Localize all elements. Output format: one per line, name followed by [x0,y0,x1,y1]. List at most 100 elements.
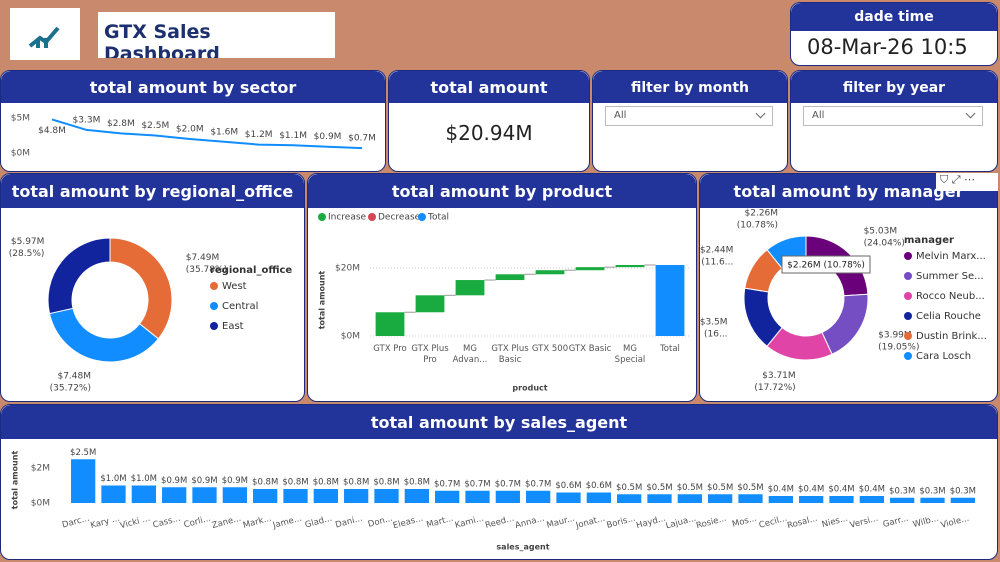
legend-title: regional_office [210,265,292,276]
donut-slice [48,307,160,363]
bar [526,490,551,503]
data-label: $0.9M [314,132,342,142]
data-label: $0.5M [707,483,733,493]
bar [655,264,685,336]
data-label: $0.7M [495,479,521,489]
data-label: $2.8M [107,119,135,129]
data-label: $0.8M [252,478,278,488]
line [51,118,363,150]
bar [647,494,672,503]
data-label: $1.0M [131,474,157,484]
x-tick-label: Mos... [731,514,758,530]
data-label: $0.5M [616,483,642,493]
x-tick-label: Don... [367,514,394,530]
y-tick-label: $20M [335,264,360,274]
data-label: $3.99M [878,331,912,341]
x-tick-label: Anna... [514,514,545,531]
axis-title: product [512,384,547,393]
legend-swatch [904,292,912,300]
x-tick-label: Jonat... [574,514,606,532]
bar [435,490,460,503]
visual-toolbar[interactable]: ⛉ ⤢ ⋯ [936,173,998,191]
legend-swatch [904,332,912,340]
x-tick-label: Vicki ... [119,514,151,532]
legend-label: Central [222,301,258,312]
data-label: $1.1M [279,131,307,141]
bar [253,489,278,503]
data-label: (35.72%) [50,383,91,393]
dropdown[interactable]: All [803,106,983,126]
panel: total amount by product [307,173,697,402]
bar [950,497,975,503]
data-label: $0.5M [646,483,672,493]
data-label: $0.7M [525,479,551,489]
legend-label: Decrease [378,213,421,223]
donut-slice [109,237,173,340]
bar [415,295,445,313]
data-label: (19.05%) [878,343,919,353]
x-tick-label: Wilb... [912,514,940,531]
x-tick-label: Reed... [484,514,515,531]
slicer: filter by year All [790,70,998,172]
bar [890,497,915,503]
y-tick-label: $5M [11,114,30,124]
data-label: $1.2M [245,130,273,140]
legend-label: Summer Se... [916,271,984,282]
legend-label: Dustin Brink... [916,331,987,342]
x-tick-label: Mart... [425,514,454,531]
kpi-title: total amount [389,71,589,103]
legend-label: Total [427,213,449,223]
x-tick-label: Rosal... [786,514,818,532]
legend-swatch [318,213,326,221]
data-label: $4.8M [38,126,66,136]
bar [495,490,520,503]
data-label: $0.8M [282,478,308,488]
bar [617,494,642,503]
data-label: $2.26M [745,208,779,218]
data-label: $0.3M [919,486,945,496]
data-label: $0.6M [555,481,581,491]
x-tick-label: Hayd... [635,514,667,531]
panel-title: total amount by sector [1,71,385,103]
data-label: $7.48M [57,371,91,381]
x-tick-label: Corli... [183,514,212,531]
slicer-title: filter by month [593,71,787,103]
axis-title: total amount [11,451,20,510]
legend-swatch [210,282,218,290]
donut-slice [47,237,111,315]
data-label: $0.6M [586,481,612,491]
data-label: $0.3M [950,486,976,496]
data-label: (24.04%) [864,238,905,248]
data-label: $0.4M [768,485,794,495]
x-tick-label: Cecil... [758,514,788,531]
data-label: $2.44M [700,245,734,255]
data-label: (28.5%) [9,249,45,259]
data-label: $0.4M [859,485,885,495]
bar [920,497,945,503]
legend-label: Rocco Neub... [916,291,985,302]
bar [556,492,581,503]
data-label: $0.8M [404,478,430,488]
y-tick-label: $0M [11,149,30,159]
bar [575,267,605,271]
legend-label: Celia Rouche [916,311,981,322]
data-label: $0.8M [373,478,399,488]
x-tick-label: Kami... [454,514,485,531]
data-label: $0.5M [677,483,703,493]
x-tick-label: Nies... [821,514,849,531]
legend-title: manager [904,235,954,246]
x-tick-label: GTX Pro [373,344,407,354]
x-tick-label: MG Special [614,344,646,365]
data-label: $0.4M [828,485,854,495]
y-tick-label: $2M [31,464,50,474]
legend-swatch [904,252,912,260]
data-label: $2.5M [70,448,96,458]
data-label: (17.72%) [754,383,795,393]
dropdown[interactable]: All [605,106,773,126]
legend-label: Increase [328,213,367,223]
panel: total amount by sector [0,70,386,172]
bar [615,264,645,268]
bar [374,489,399,503]
bar [738,494,763,503]
